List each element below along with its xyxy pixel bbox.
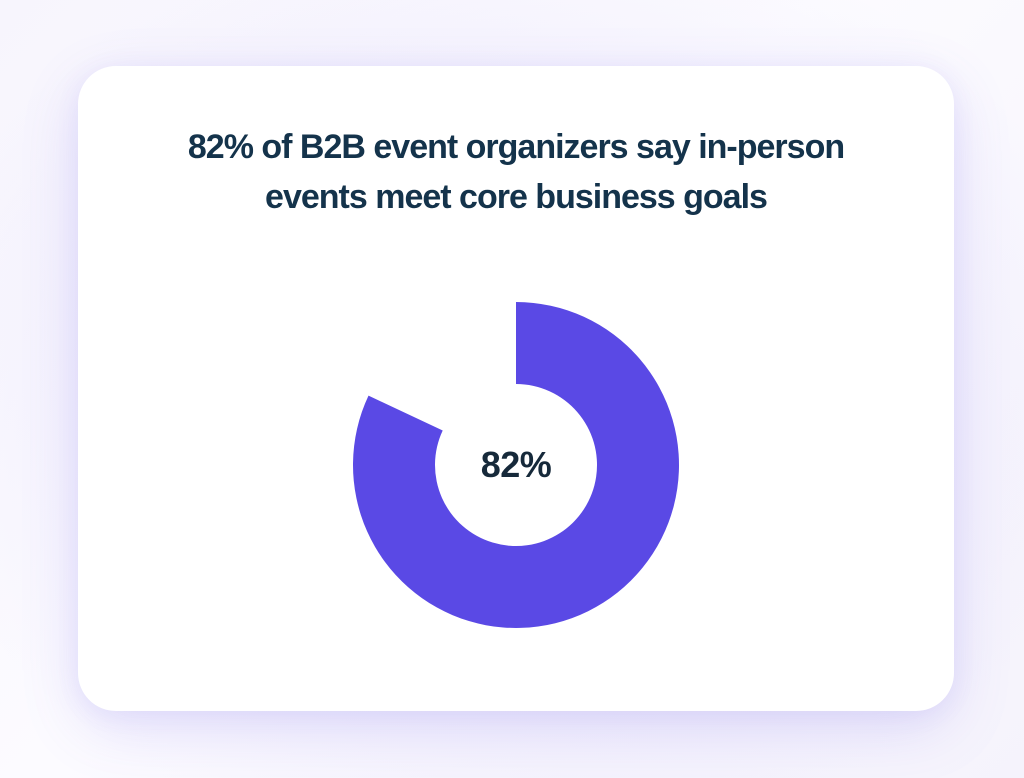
donut-filled-segment bbox=[352, 301, 679, 628]
donut-center-label: 82% bbox=[350, 299, 682, 631]
donut-center-value: 82 bbox=[480, 443, 521, 485]
chart-title-line-2: events meet core business goals bbox=[265, 178, 768, 216]
infographic-card: 82% of B2B event organizers say in-perso… bbox=[78, 66, 954, 711]
donut-chart-svg bbox=[352, 301, 679, 628]
donut-chart: 82% bbox=[350, 299, 682, 631]
chart-title: 82% of B2B event organizers say in-perso… bbox=[187, 122, 845, 222]
donut-center-percent-sign: % bbox=[519, 443, 552, 485]
chart-title-line-1: 82% of B2B event organizers say in-perso… bbox=[187, 128, 845, 166]
